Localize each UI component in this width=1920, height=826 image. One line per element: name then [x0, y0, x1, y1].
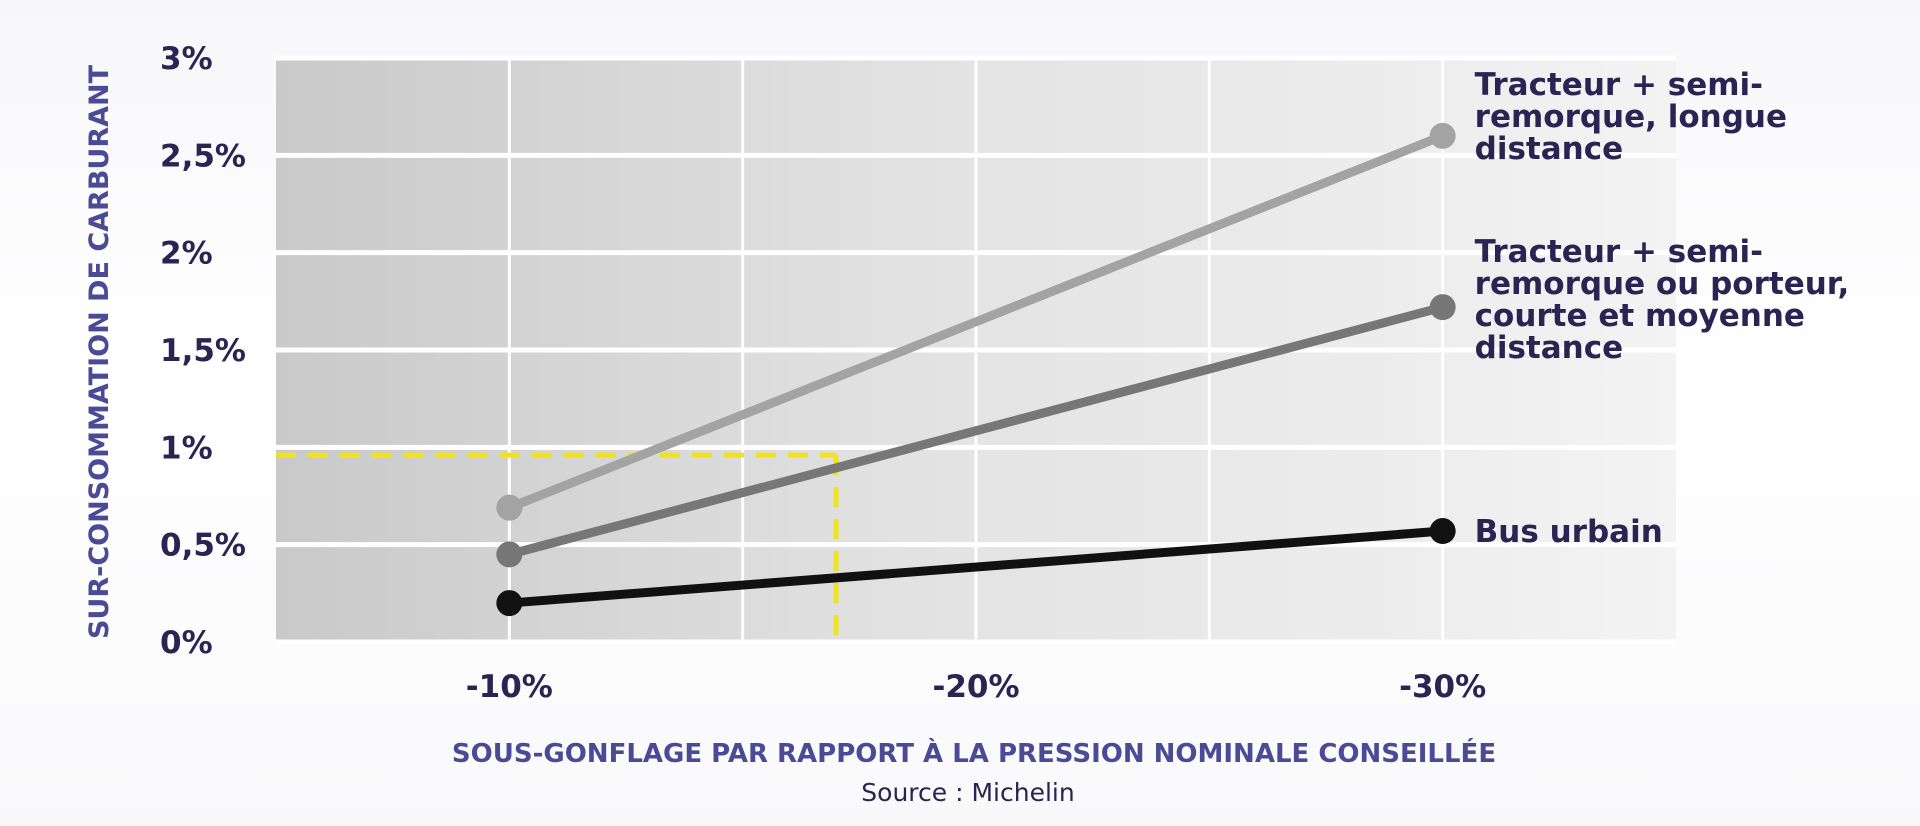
x-tick-label: -20% — [932, 669, 1019, 705]
reference-guide-lines — [276, 452, 839, 642]
y-tick-label: 3% — [160, 41, 213, 77]
source-note: Source : Michelin — [861, 778, 1074, 807]
data-point — [1429, 122, 1456, 149]
series-labels: Tracteur + semi-remorque, longue distance… — [1475, 67, 1850, 550]
series-label-line: courte et moyenne — [1475, 298, 1805, 334]
series-label-line: remorque ou porteur, — [1475, 266, 1850, 302]
data-point — [1429, 518, 1456, 545]
data-point — [496, 494, 523, 521]
y-tick-label: 2,5% — [160, 138, 246, 174]
x-tick-label: -10% — [466, 669, 553, 705]
data-point — [1429, 294, 1456, 321]
data-point — [496, 590, 523, 617]
series-label-2: Tracteur + semi-remorque ou porteur, cour… — [1475, 234, 1850, 366]
series-label-3: Bus urbain — [1475, 514, 1663, 550]
y-tick-labels: 0% 0,5% 1% 1,5% 2% 2,5% 3% — [160, 41, 246, 661]
x-tick-labels: -10% -20% -30% — [466, 669, 1486, 705]
x-axis-title: SOUS-GONFLAGE PAR RAPPORT À LA PRESSION … — [452, 737, 1496, 769]
y-tick-label: 1,5% — [160, 333, 246, 369]
series-line-3 — [504, 526, 1448, 608]
y-axis-title: SUR-CONSOMMATION DE CARBURANT — [84, 64, 115, 639]
series-label-line: distance — [1475, 131, 1623, 167]
series-label-line: Tracteur + semi- — [1475, 67, 1763, 103]
series-lines — [496, 122, 1456, 617]
y-tick-label: 1% — [160, 430, 213, 466]
series-label-line: Bus urbain — [1475, 514, 1663, 550]
series-label-1: Tracteur + semi-remorque, longue distance — [1475, 67, 1787, 167]
series-label-line: distance — [1475, 330, 1623, 366]
series-line-1 — [504, 131, 1448, 513]
series-line-2 — [504, 302, 1448, 559]
data-point — [496, 541, 523, 568]
y-tick-label: 0,5% — [160, 528, 246, 564]
series-label-line: Tracteur + semi- — [1475, 234, 1763, 270]
y-tick-label: 2% — [160, 236, 213, 272]
y-tick-label: 0% — [160, 625, 213, 661]
series-label-line: remorque, longue — [1475, 99, 1787, 135]
x-tick-label: -30% — [1399, 669, 1486, 705]
